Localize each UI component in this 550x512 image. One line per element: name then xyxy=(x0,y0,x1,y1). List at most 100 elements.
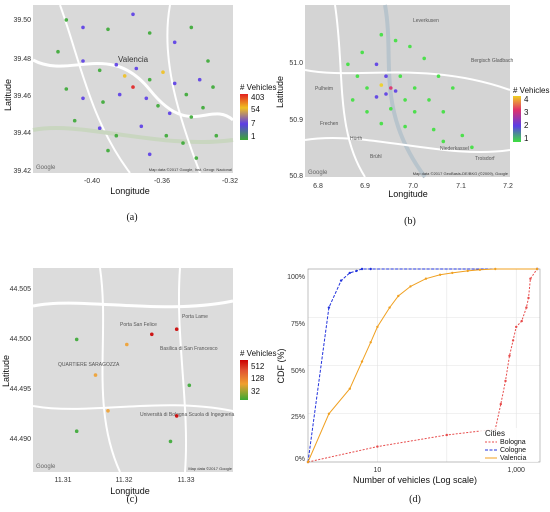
y-tick-label: 44.490 xyxy=(10,436,32,443)
map-point xyxy=(355,74,360,78)
series-point-valencia xyxy=(451,271,454,275)
points-group xyxy=(74,327,192,444)
map-attribution: Map data ©2017 Google xyxy=(188,466,232,471)
map-point xyxy=(211,85,215,89)
panel-caption: (c) xyxy=(126,494,138,505)
map-point xyxy=(398,74,403,78)
map-label: Basilica di San Francesco xyxy=(160,346,218,352)
y-tick-label: 44.495 xyxy=(10,386,32,393)
x-tick-label: -0.32 xyxy=(222,178,238,185)
panel-c-chart: QUARTIERE SARAGOZZA Porta San Felice Por… xyxy=(1,267,276,496)
y-tick-label: 44.505 xyxy=(10,286,32,293)
map-label: Bergisch Gladbach xyxy=(471,58,513,64)
y-axis-title: Latitude xyxy=(3,79,13,111)
map-road xyxy=(32,299,234,309)
x-tick-label: 10 xyxy=(374,467,382,474)
series-point-valencia xyxy=(369,341,372,344)
series-point-bologna xyxy=(499,402,502,406)
series-point-valencia xyxy=(494,267,497,271)
x-axis-title: Longitude xyxy=(110,186,150,196)
x-axis-title: Longitude xyxy=(110,486,150,496)
map-point xyxy=(106,148,110,153)
y-axis-title: CDF (%) xyxy=(276,349,286,384)
color-scale-bar xyxy=(240,360,248,400)
map-point xyxy=(389,107,393,111)
x-tick-label: 7.2 xyxy=(503,183,513,190)
map-point xyxy=(384,92,388,96)
map-point xyxy=(131,85,135,89)
y-tick-label: 44.500 xyxy=(10,336,32,343)
map-label: Hürth xyxy=(350,136,362,142)
series-point-valencia xyxy=(535,267,539,271)
panel-caption: (d) xyxy=(409,494,421,505)
map-point xyxy=(81,59,85,63)
map-point xyxy=(346,62,350,67)
map-point xyxy=(393,89,398,93)
map-road xyxy=(166,4,201,174)
y-tick-label: 50% xyxy=(291,368,305,375)
series-point-cologne xyxy=(339,279,343,282)
points-group xyxy=(56,12,219,160)
legend: Cities Bologna Cologne Valencia xyxy=(480,428,538,462)
y-axis-title: Latitude xyxy=(1,355,11,387)
series-point-valencia xyxy=(360,360,364,363)
map-point xyxy=(139,124,144,129)
map-point xyxy=(184,92,189,97)
map-point xyxy=(365,110,369,114)
map-label: Niederkassel xyxy=(440,146,469,152)
x-tick-label: 1,000 xyxy=(507,467,525,474)
map-road xyxy=(99,267,121,473)
legend-label: 1 xyxy=(251,132,256,141)
map-point xyxy=(164,133,169,138)
map-road xyxy=(59,4,131,174)
map-road xyxy=(304,69,511,91)
panel-a-chart: Valencia Google Map data ©2017 Google, I… xyxy=(3,4,276,196)
map-point xyxy=(181,141,185,145)
series-point-cologne xyxy=(348,271,351,275)
map-point xyxy=(427,98,431,102)
map-point xyxy=(187,383,192,388)
map-point xyxy=(150,332,154,337)
google-logo: Google xyxy=(308,170,328,176)
legend-box xyxy=(480,428,538,462)
panel-d-chart: 100% 75% 50% 25% 0% 10 1,000 Number of v… xyxy=(276,267,541,485)
series-point-valencia xyxy=(388,306,391,309)
series-line-valencia xyxy=(307,268,538,463)
y-tick-label: 0% xyxy=(295,456,305,463)
series-point-valencia xyxy=(466,269,469,273)
series-point-valencia xyxy=(327,412,331,415)
map-point xyxy=(167,111,172,116)
map-point xyxy=(360,50,364,55)
map-point xyxy=(147,77,152,82)
panel-a: Valencia Google Map data ©2017 Google, I… xyxy=(0,0,276,256)
series-point-cologne xyxy=(355,269,358,273)
google-logo: Google xyxy=(36,165,56,171)
series-point-bologna xyxy=(527,296,530,300)
legend-label: 512 xyxy=(251,362,265,371)
y-tick-label: 39.48 xyxy=(13,56,31,63)
map-point xyxy=(81,25,85,30)
map-point xyxy=(374,62,379,67)
x-tick-label: 11.33 xyxy=(178,477,195,484)
series-line-cologne xyxy=(307,268,538,463)
map-point xyxy=(470,145,474,150)
map-point xyxy=(374,95,379,99)
map-point xyxy=(436,74,441,78)
map-label: Brühl xyxy=(370,154,382,160)
map-point xyxy=(97,126,102,130)
map-river xyxy=(32,125,234,145)
map-point xyxy=(403,98,407,102)
series-point-valencia xyxy=(478,268,482,271)
map-background xyxy=(33,5,233,173)
map-point xyxy=(114,133,119,138)
map-label: Leverkusen xyxy=(413,18,439,24)
x-tick-label: -0.36 xyxy=(154,178,170,185)
map-point xyxy=(174,414,179,418)
x-tick-label: 7.0 xyxy=(408,183,418,190)
series-point-valencia xyxy=(348,387,351,390)
x-tick-label: -0.40 xyxy=(84,178,100,185)
legend-entry: Cologne xyxy=(500,447,526,454)
color-scale-bar xyxy=(240,94,248,140)
legend-label: 4 xyxy=(524,95,529,104)
map-point xyxy=(384,74,388,78)
